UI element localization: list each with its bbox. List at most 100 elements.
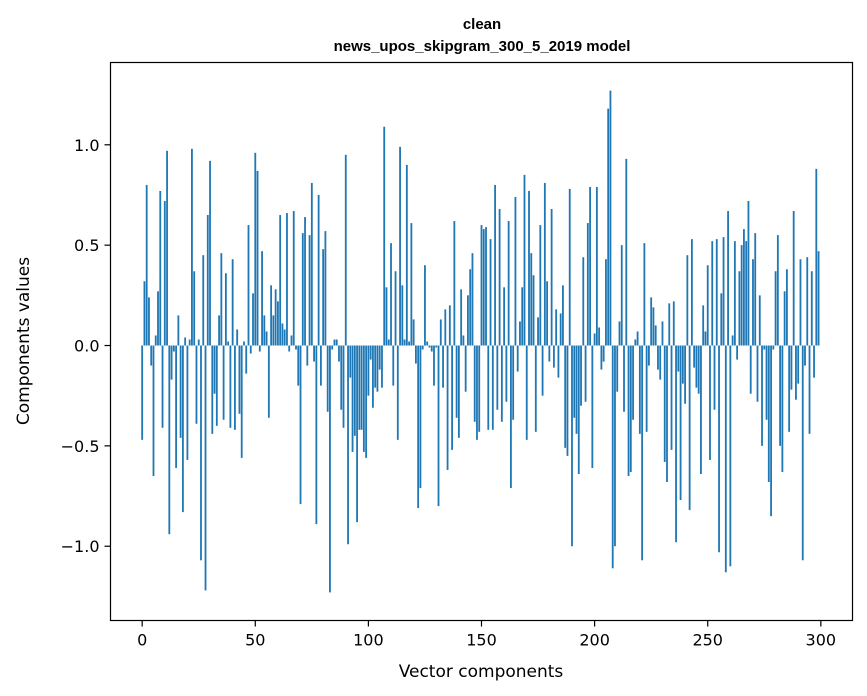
bar xyxy=(482,229,485,346)
bar xyxy=(410,223,413,346)
bar xyxy=(263,315,266,346)
bar xyxy=(270,285,273,346)
bar xyxy=(514,196,517,346)
bar xyxy=(589,186,591,346)
bar xyxy=(426,341,429,346)
bar xyxy=(577,345,580,474)
bar xyxy=(347,345,349,545)
bar xyxy=(804,345,806,366)
bar xyxy=(344,154,347,346)
bar xyxy=(523,174,526,346)
bar xyxy=(700,345,702,474)
bar xyxy=(186,345,189,460)
bar xyxy=(625,158,628,346)
bar xyxy=(414,345,417,364)
bar xyxy=(193,271,196,346)
bar xyxy=(204,345,207,591)
bar xyxy=(779,345,782,446)
bar xyxy=(335,339,338,346)
bar xyxy=(376,345,379,392)
bar xyxy=(541,345,544,396)
bar xyxy=(476,345,478,440)
bar xyxy=(650,297,653,346)
bar xyxy=(326,345,329,412)
bar xyxy=(469,269,472,346)
bar xyxy=(695,345,698,388)
bar xyxy=(491,345,494,430)
bar xyxy=(222,345,225,420)
bar xyxy=(534,345,537,432)
y-tick-label: −1.0 xyxy=(61,537,100,556)
bar xyxy=(457,345,460,438)
bar xyxy=(593,333,596,346)
bar xyxy=(218,315,220,346)
x-tick-label: 0 xyxy=(137,631,147,650)
bar xyxy=(277,301,279,346)
bar xyxy=(666,345,668,482)
bar xyxy=(141,345,144,440)
bar xyxy=(288,345,291,352)
bar xyxy=(718,345,720,553)
bar xyxy=(808,345,811,434)
bar xyxy=(290,335,293,346)
bar xyxy=(605,259,607,346)
bar xyxy=(184,337,187,346)
bar xyxy=(736,345,739,360)
bar xyxy=(733,241,736,346)
bar xyxy=(365,345,368,458)
bar xyxy=(424,265,426,346)
bar xyxy=(715,239,718,346)
bar xyxy=(369,345,372,360)
bar xyxy=(571,345,573,547)
bar xyxy=(378,345,381,370)
bar xyxy=(220,253,223,346)
bar xyxy=(521,287,524,346)
bar xyxy=(754,233,757,346)
bar xyxy=(297,345,300,386)
bar xyxy=(446,345,449,470)
bar xyxy=(709,345,711,460)
bar xyxy=(512,345,515,420)
bar xyxy=(191,148,193,346)
bar xyxy=(256,170,259,346)
bar xyxy=(496,345,499,410)
bar xyxy=(552,345,555,368)
bar xyxy=(319,345,322,386)
bar xyxy=(322,249,325,346)
bar xyxy=(211,345,214,434)
bar xyxy=(731,335,734,346)
y-axis-ticks: −1.0 −0.5 0.0 0.5 1.0 xyxy=(61,136,111,556)
bar xyxy=(356,345,358,523)
bar xyxy=(430,345,433,352)
bar xyxy=(385,287,388,346)
bar xyxy=(166,150,168,346)
bar xyxy=(586,223,589,346)
bar xyxy=(761,345,763,446)
bar xyxy=(396,345,399,440)
bar xyxy=(252,293,254,346)
bar xyxy=(668,303,671,346)
bar xyxy=(154,335,157,346)
bar xyxy=(634,339,637,346)
bar xyxy=(236,329,239,346)
bar xyxy=(304,217,306,346)
bar xyxy=(401,285,404,346)
bar xyxy=(387,339,390,346)
y-axis-label: Components values xyxy=(14,257,34,425)
bar xyxy=(632,345,634,420)
bar xyxy=(614,345,616,547)
bar xyxy=(806,257,809,346)
bar xyxy=(657,345,659,370)
bar xyxy=(489,239,492,346)
bar xyxy=(206,215,209,346)
bar xyxy=(532,275,535,346)
bar xyxy=(329,345,331,593)
bar xyxy=(372,345,374,408)
bar xyxy=(152,345,155,476)
bar xyxy=(374,345,377,388)
bar xyxy=(451,345,453,450)
bar xyxy=(772,345,775,350)
bar xyxy=(272,315,275,346)
bar xyxy=(163,201,166,346)
bar xyxy=(313,345,315,362)
